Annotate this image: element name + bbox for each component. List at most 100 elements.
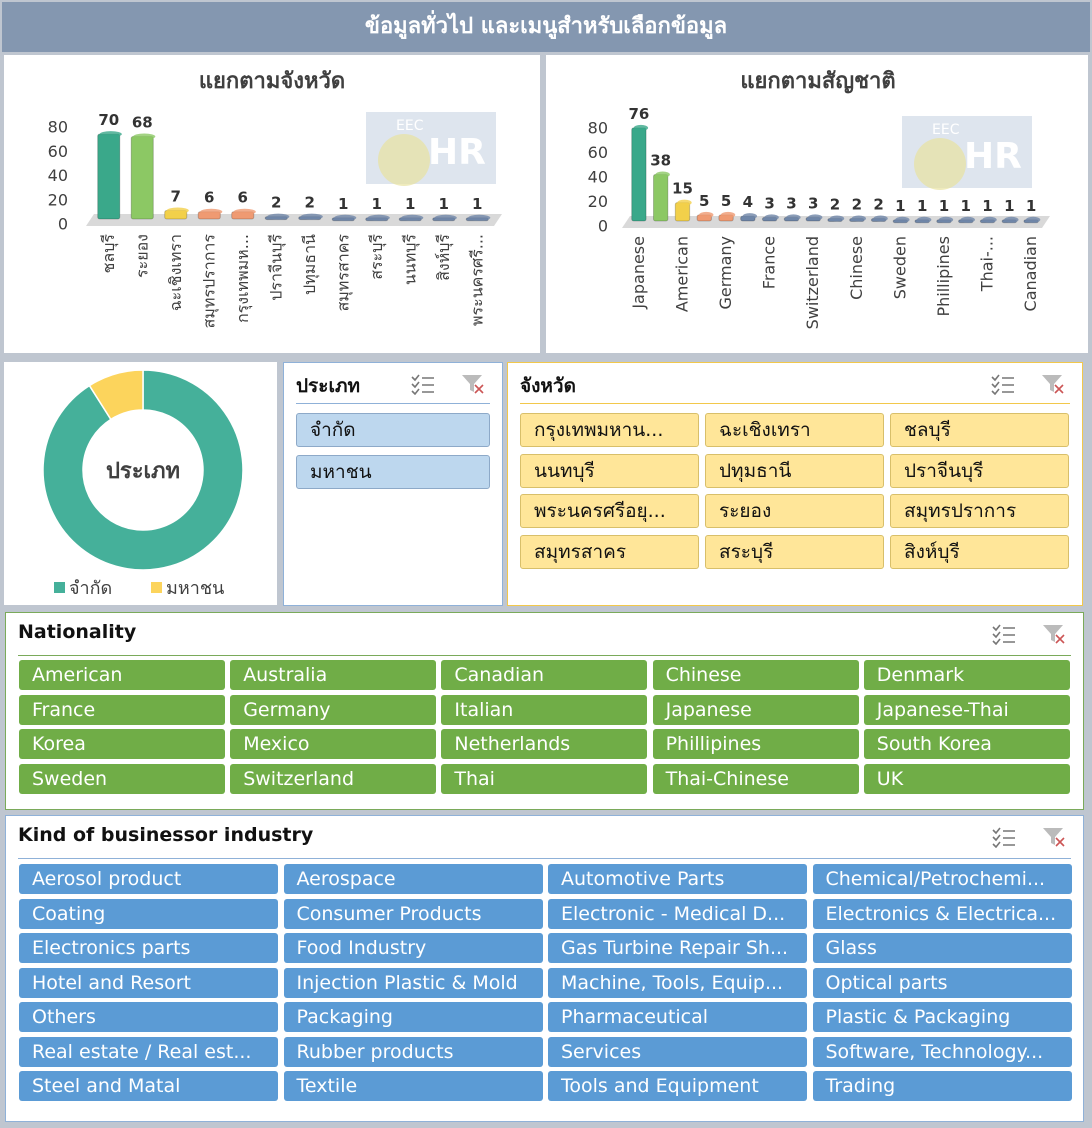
slicer-item[interactable]: นนทบุรี: [520, 453, 699, 488]
y-tick-label: 80: [588, 119, 608, 138]
slicer-item[interactable]: Plastic & Packaging: [812, 1002, 1072, 1032]
slicer-item[interactable]: ชลบุรี: [890, 413, 1069, 447]
slicer-item[interactable]: Electronics & Electrica...: [812, 898, 1072, 929]
clear-filter[interactable]: [1041, 623, 1067, 645]
slicer-item[interactable]: Packaging: [283, 1002, 543, 1032]
slicer-item[interactable]: สมุทรสาคร: [520, 534, 699, 569]
slicer-item[interactable]: Sweden: [19, 763, 225, 794]
slicer-item[interactable]: Denmark: [863, 660, 1070, 690]
bar: [130, 136, 154, 220]
bar-top: [99, 131, 122, 138]
slicer-item[interactable]: Netherlands: [441, 729, 648, 759]
x-tick-label: สมุทรสาคร: [333, 234, 353, 312]
slicer-item[interactable]: กรุงเทพมหาน...: [520, 413, 699, 447]
slicer-item[interactable]: Australia: [230, 660, 437, 690]
slicer-item[interactable]: Electronics parts: [19, 933, 278, 963]
slicer-item[interactable]: Canadian: [441, 660, 648, 690]
x-tick-label: กรุงเทพมห...: [233, 234, 253, 323]
slicer-item[interactable]: สระบุรี: [705, 534, 884, 569]
slicer-item[interactable]: ปราจีนบุรี: [890, 453, 1069, 488]
slicer-item[interactable]: Trading: [812, 1071, 1072, 1101]
bar-top: [720, 211, 736, 218]
legend-label: จำกัด: [69, 578, 112, 599]
slicer-item[interactable]: Chemical/Petrochemi...: [812, 864, 1072, 894]
slicer-item[interactable]: UK: [863, 763, 1070, 794]
slicer-item[interactable]: Thai-Chinese: [652, 763, 859, 794]
slicer: ประเภท จำกัด มหาชน: [283, 362, 503, 606]
slicer-item[interactable]: Optical parts: [812, 967, 1072, 998]
slicer-item[interactable]: Hotel and Resort: [19, 967, 278, 998]
slicer-item[interactable]: Japanese-Thai: [863, 694, 1070, 725]
multi-select[interactable]: [991, 623, 1017, 645]
chart-title: แยกตามจังหวัด: [199, 69, 345, 94]
icon: [992, 827, 1015, 848]
slicer-item[interactable]: ระยอง: [705, 494, 884, 528]
slicer-item[interactable]: ฉะเชิงเทรา: [705, 413, 884, 447]
slicer-item[interactable]: Gas Turbine Repair Sh...: [548, 933, 807, 963]
slicer-item[interactable]: Pharmaceutical: [548, 1002, 807, 1032]
clear-filter[interactable]: [460, 373, 486, 395]
slicer-item[interactable]: Coating: [19, 898, 278, 929]
slicer-item[interactable]: Switzerland: [230, 763, 437, 794]
x-tick-label: Canadian: [1021, 236, 1040, 311]
x-tick-label: ปทุมธานี: [300, 234, 320, 295]
donut-slice: [42, 369, 244, 571]
slicer-item[interactable]: Italian: [441, 694, 648, 725]
x-tick-label: สระบุรี: [367, 234, 387, 280]
slicer-item[interactable]: South Korea: [863, 729, 1070, 759]
multi-select[interactable]: [410, 373, 436, 395]
slicer-item[interactable]: Aerosol product: [19, 864, 278, 894]
value-label: 1: [895, 197, 905, 215]
x-tick-label: สมุทรปราการ: [199, 234, 219, 329]
x-tick-label: นนทบุรี: [400, 234, 420, 286]
slicer-item[interactable]: มหาชน: [296, 455, 490, 489]
clear-filter[interactable]: [1040, 373, 1066, 395]
slicer-item[interactable]: Machine, Tools, Equip...: [548, 967, 807, 998]
slicer-item[interactable]: Consumer Products: [283, 898, 543, 929]
slicer-item[interactable]: France: [19, 694, 225, 725]
slicer-item[interactable]: Automotive Parts: [548, 864, 807, 894]
value-label: 38: [650, 151, 671, 169]
bar-top: [133, 133, 156, 140]
x-tick-label: American: [672, 236, 691, 312]
slicer-item[interactable]: Textile: [283, 1071, 543, 1101]
slicer-item[interactable]: Rubber products: [283, 1036, 543, 1067]
bar-top: [166, 207, 189, 214]
slicer-item[interactable]: Tools and Equipment: [548, 1071, 807, 1101]
value-label: 3: [764, 194, 774, 212]
icon: [1043, 828, 1065, 847]
multi-select[interactable]: [990, 373, 1016, 395]
multi-select[interactable]: [991, 826, 1017, 848]
slicer-item[interactable]: สมุทรปราการ: [890, 494, 1069, 528]
slicer-item[interactable]: Software, Technology...: [812, 1036, 1072, 1067]
slicer-item[interactable]: Thai: [441, 763, 648, 794]
value-label: 1: [917, 197, 927, 215]
slicer-item[interactable]: Japanese: [652, 694, 859, 725]
value-label: 1: [1004, 197, 1014, 215]
value-label: 5: [699, 192, 709, 210]
slicer-item[interactable]: ปทุมธานี: [705, 453, 884, 488]
slicer-item[interactable]: Steel and Matal: [19, 1071, 278, 1101]
slicer-item[interactable]: สิงห์บุรี: [890, 534, 1069, 569]
slicer-item[interactable]: Glass: [812, 933, 1072, 963]
slicer-item[interactable]: Chinese: [652, 660, 859, 690]
slicer-item[interactable]: Electronic - Medical D...: [548, 898, 807, 929]
slicer-item[interactable]: Phillipines: [652, 729, 859, 759]
value-label: 1: [982, 197, 992, 215]
slicer-item[interactable]: จำกัด: [296, 413, 490, 447]
slicer-item[interactable]: American: [19, 660, 225, 690]
bar-top: [677, 199, 692, 206]
slicer-item[interactable]: Others: [19, 1002, 278, 1032]
slicer-item[interactable]: พระนครศรีอยุ...: [520, 494, 699, 528]
clear-filter[interactable]: [1041, 826, 1067, 848]
slicer-item[interactable]: Injection Plastic & Mold: [283, 967, 543, 998]
value-label: 6: [238, 189, 248, 207]
bar: [652, 173, 669, 222]
slicer-item[interactable]: Aerospace: [283, 864, 543, 894]
slicer-item[interactable]: Food Industry: [283, 933, 543, 963]
slicer-item[interactable]: Services: [548, 1036, 807, 1067]
slicer-item[interactable]: Germany: [230, 694, 437, 725]
slicer-item[interactable]: Mexico: [230, 729, 437, 759]
slicer-item[interactable]: Real estate / Real est...: [19, 1036, 278, 1067]
slicer-item[interactable]: Korea: [19, 729, 225, 759]
